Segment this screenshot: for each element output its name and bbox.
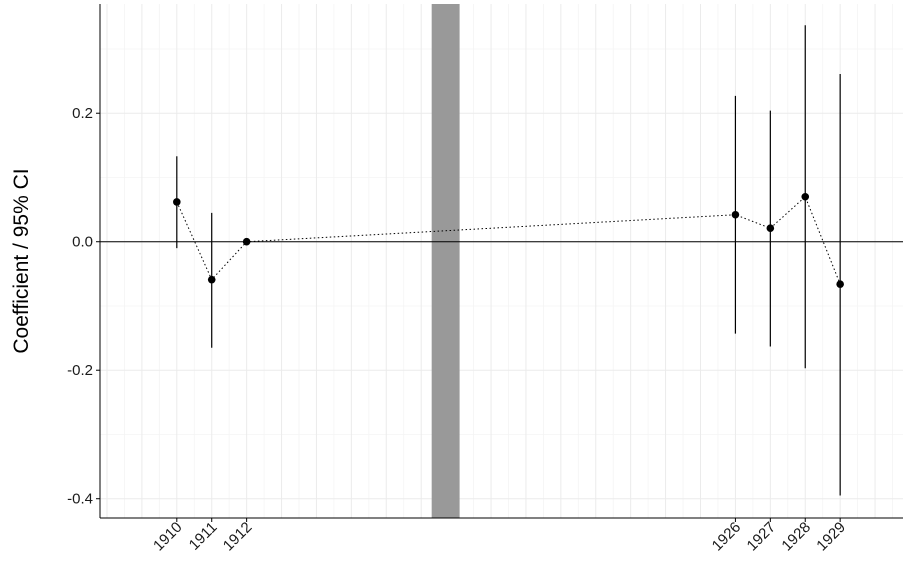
x-tick-labels: 1910 1911 1912 1926 1927 1928 1929 [150, 518, 849, 554]
point-1927 [766, 224, 775, 233]
y-tick-label: 0.2 [72, 105, 93, 122]
point-1928 [801, 192, 810, 201]
y-tick-label: -0.2 [67, 362, 93, 379]
point-1910 [173, 198, 181, 206]
x-tick-label: 1910 [150, 519, 186, 555]
point-1926 [731, 210, 740, 219]
grid [100, 4, 903, 518]
y-tick-labels: 0.2 0.0 -0.2 -0.4 [67, 105, 100, 508]
y-tick-label: 0.0 [72, 234, 93, 251]
x-tick-label: 1927 [744, 519, 780, 555]
x-tick-label: 1911 [186, 519, 221, 554]
shaded-band-layer [431, 4, 460, 518]
point-1929 [836, 280, 844, 288]
y-axis-title: Coefficient / 95% CI [10, 168, 33, 353]
y-tick-label: -0.4 [67, 491, 93, 508]
x-tick-label: 1926 [709, 519, 745, 555]
x-tick-label: 1928 [778, 519, 814, 555]
shaded-band [431, 4, 460, 518]
axes [99, 4, 903, 519]
point-1912 [242, 237, 251, 246]
estimate-points [173, 192, 844, 288]
x-tick-label: 1912 [220, 519, 256, 555]
x-tick-label: 1929 [813, 519, 849, 555]
point-1911 [207, 275, 216, 284]
